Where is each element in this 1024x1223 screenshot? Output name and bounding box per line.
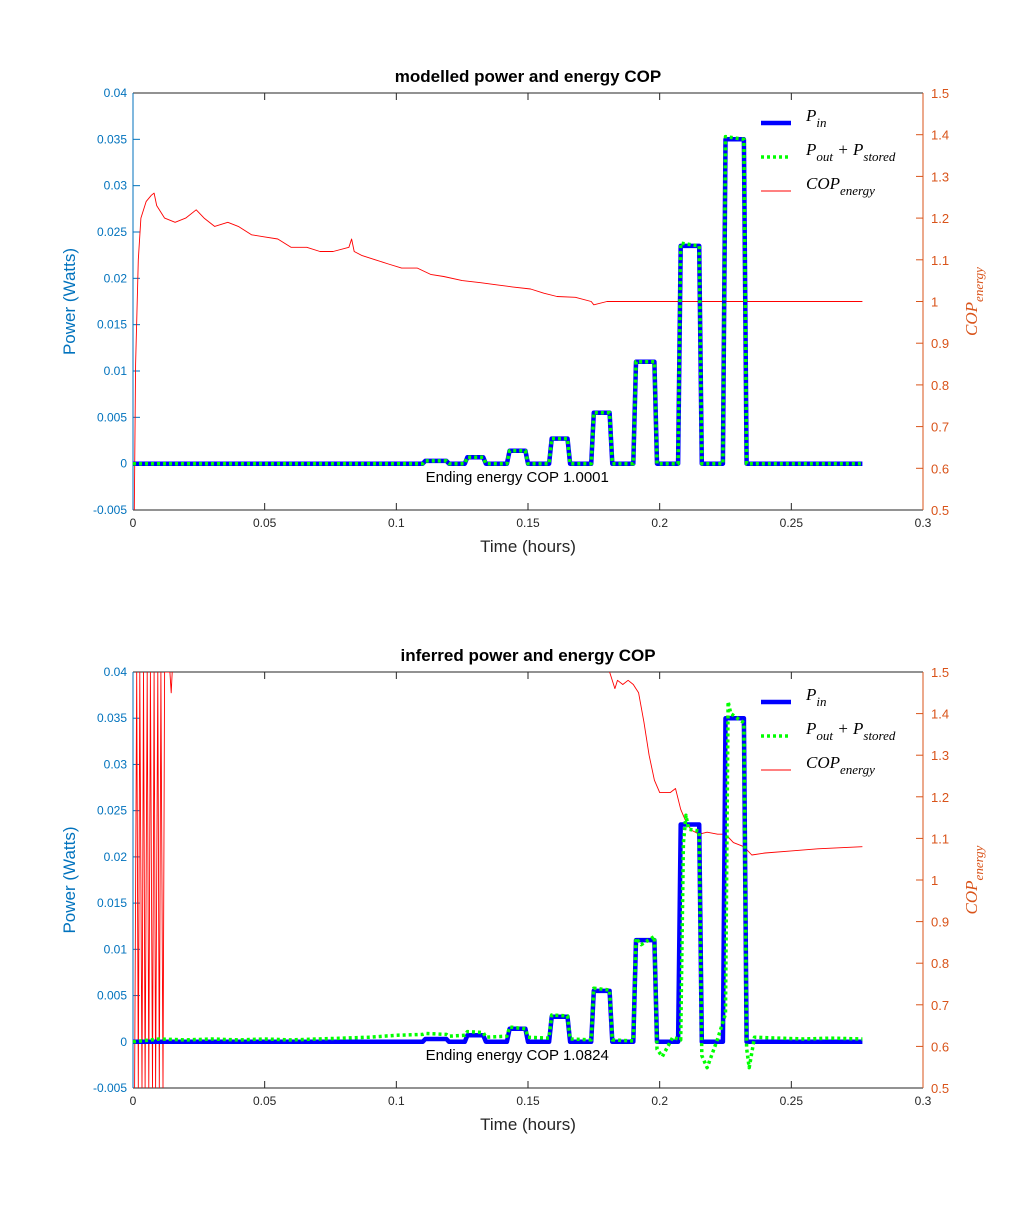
- x-tick-label: 0.2: [651, 516, 668, 530]
- y-axis-label-left: Power (Watts): [60, 826, 79, 933]
- chart-title: modelled power and energy COP: [395, 67, 661, 86]
- y-tick-label-right: 1.1: [931, 831, 949, 846]
- x-axis-label: Time (hours): [480, 1115, 576, 1134]
- y-axis-label-right-sub: energy: [971, 267, 986, 302]
- y-tick-label-right: 1: [931, 873, 938, 888]
- legend-entry: Pin: [805, 106, 827, 130]
- legend-entry: COPenergy: [806, 753, 875, 777]
- x-tick-label: 0.15: [516, 1094, 540, 1108]
- series-cop-energy-segment: [609, 672, 863, 856]
- y-tick-label-left: 0.04: [104, 86, 128, 100]
- legend-entry: Pin: [805, 685, 827, 709]
- y-tick-label-left: 0.015: [97, 896, 127, 910]
- x-tick-label: 0: [130, 516, 137, 530]
- x-tick-label: 0.1: [388, 1094, 405, 1108]
- y-tick-label-right: 0.5: [931, 503, 949, 518]
- x-tick-label: 0.25: [780, 516, 804, 530]
- y-axis-label-right: COPenergy: [962, 267, 986, 336]
- chart-panel-2: inferred power and energy COP 0 0.05 0.1 0.1…: [60, 646, 986, 1134]
- y-tick-label-left: 0: [120, 457, 127, 471]
- y-tick-label-left: 0.025: [97, 804, 127, 818]
- y-tick-label-left: 0.03: [104, 757, 128, 771]
- y-tick-label-right: 1.2: [931, 790, 949, 805]
- y-tick-label-right: 0.6: [931, 1039, 949, 1054]
- y-tick-label-left: 0.025: [97, 225, 127, 239]
- y-tick-label-left: -0.005: [93, 1081, 127, 1095]
- y-tick-label-right: 1.4: [931, 128, 949, 143]
- y-tick-label-left: 0.01: [104, 942, 128, 956]
- plot-area: [133, 672, 923, 1088]
- y-tick-label-left: 0.02: [104, 271, 128, 285]
- legend: Pin Pout + Pstored COPenergy: [761, 685, 896, 777]
- y-tick-label-left: 0.035: [97, 711, 127, 725]
- y-tick-label-right: 1.5: [931, 665, 949, 680]
- y-tick-label-right: 1.3: [931, 748, 949, 763]
- series-group: [133, 672, 863, 1088]
- y-tick-label-left: 0.03: [104, 179, 128, 193]
- y-tick-label-right: 0.7: [931, 420, 949, 435]
- series-group: [133, 134, 863, 510]
- x-tick-label: 0: [130, 1094, 137, 1108]
- y-tick-label-right: 0.5: [931, 1081, 949, 1096]
- y-tick-label-left: 0: [120, 1035, 127, 1049]
- x-tick-label: 0.25: [780, 1094, 804, 1108]
- y-tick-label-right: 0.7: [931, 998, 949, 1013]
- y-axis-label-right-main: COP: [962, 302, 981, 336]
- series-cop-energy: [133, 192, 863, 510]
- y-tick-label-right: 1.1: [931, 253, 949, 268]
- y-tick-label-left: 0.04: [104, 665, 128, 679]
- y-tick-label-left: 0.02: [104, 850, 128, 864]
- y-tick-label-right: 0.8: [931, 956, 949, 971]
- y-tick-label-left: 0.035: [97, 132, 127, 146]
- legend: Pin Pout + Pstored COPenergy: [761, 106, 896, 198]
- x-axis-label: Time (hours): [480, 537, 576, 556]
- series-p-out-stored: [133, 699, 863, 1070]
- y-tick-label-right: 1.4: [931, 707, 949, 722]
- x-tick-label: 0.05: [253, 1094, 277, 1108]
- series-p-in: [133, 715, 863, 1045]
- x-tick-label: 0.05: [253, 516, 277, 530]
- y-tick-label-left: 0.015: [97, 318, 127, 332]
- x-tick-label: 0.3: [915, 1094, 932, 1108]
- series-cop-energy: [134, 672, 173, 1088]
- y-tick-label-right: 1.5: [931, 86, 949, 101]
- legend-entry: Pout + Pstored: [805, 719, 896, 743]
- x-tick-label: 0.2: [651, 1094, 668, 1108]
- y-axis-label-left: Power (Watts): [60, 248, 79, 355]
- y-tick-label-left: 0.005: [97, 410, 127, 424]
- y-tick-label-right: 1.3: [931, 169, 949, 184]
- series-p-out-stored: [133, 134, 863, 466]
- y-tick-label-right: 0.9: [931, 915, 949, 930]
- y-tick-label-right: 0.8: [931, 378, 949, 393]
- legend-entry: COPenergy: [806, 174, 875, 198]
- chart-panel-1: modelled power and energy COP 0 0.05 0.1 0.1…: [60, 67, 986, 556]
- y-tick-label-left: -0.005: [93, 503, 127, 517]
- legend-entry: Pout + Pstored: [805, 140, 896, 164]
- x-tick-label: 0.15: [516, 516, 540, 530]
- x-tick-label: 0.1: [388, 516, 405, 530]
- chart-title: inferred power and energy COP: [400, 646, 655, 665]
- y-tick-label-right: 0.6: [931, 461, 949, 476]
- y-tick-label-left: 0.005: [97, 989, 127, 1003]
- ending-cop-annotation: Ending energy COP 1.0824: [426, 1047, 609, 1064]
- y-tick-label-right: 1: [931, 295, 938, 310]
- y-tick-label-right: 0.9: [931, 336, 949, 351]
- x-tick-label: 0.3: [915, 516, 932, 530]
- y-axis-label-right-main: COP: [962, 880, 981, 914]
- y-axis-label-right: COPenergy: [962, 845, 986, 914]
- y-tick-label-right: 1.2: [931, 211, 949, 226]
- y-axis-label-right-sub: energy: [971, 845, 986, 880]
- y-tick-label-left: 0.01: [104, 364, 128, 378]
- ending-cop-annotation: Ending energy COP 1.0001: [426, 469, 609, 486]
